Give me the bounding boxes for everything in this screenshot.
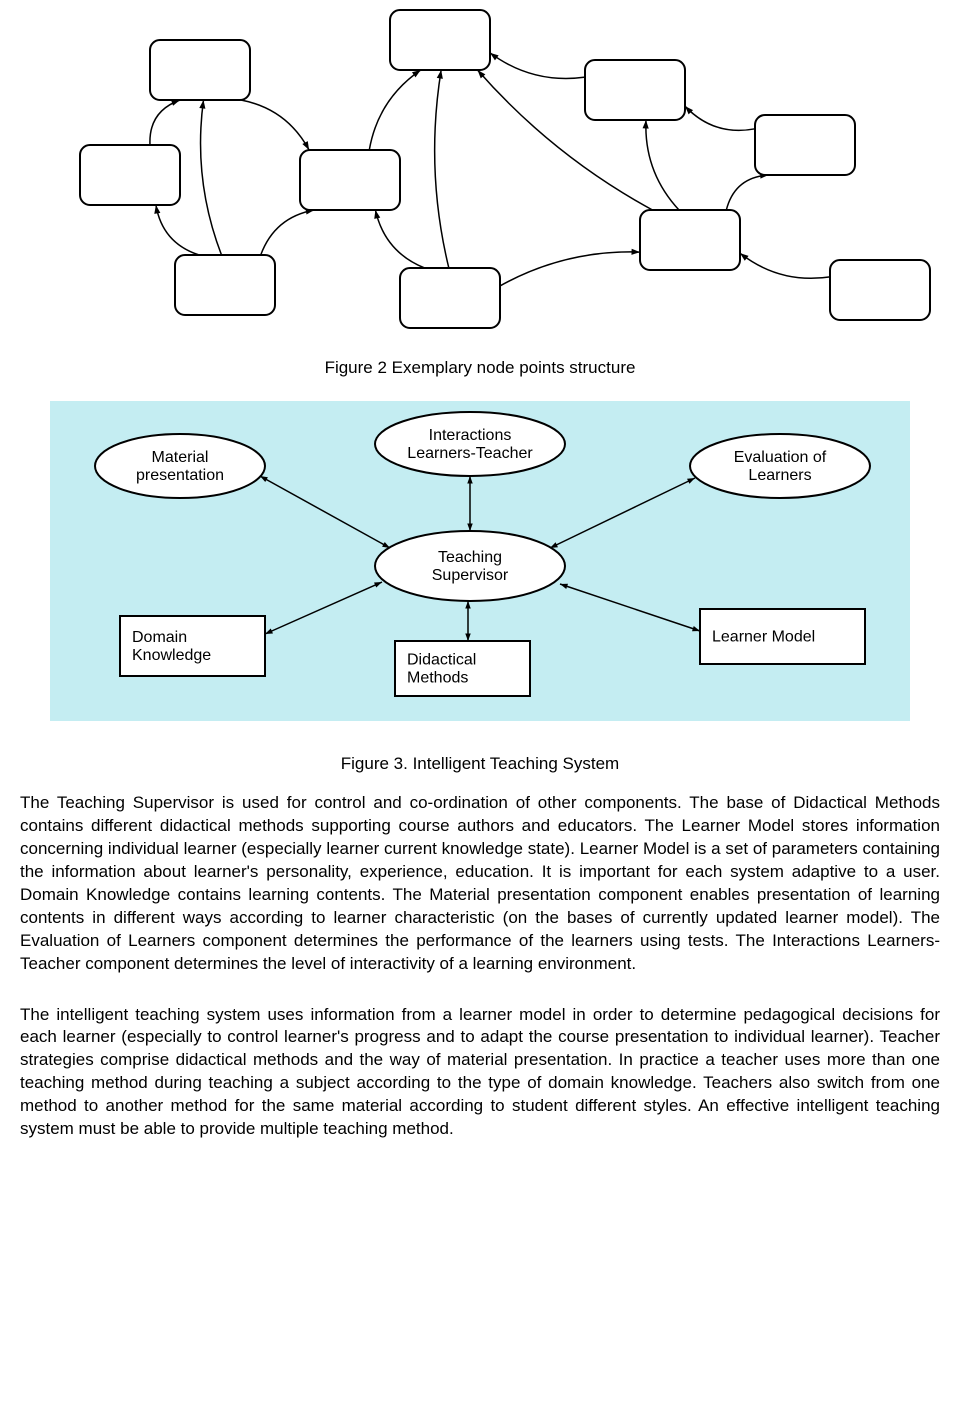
- svg-text:Evaluation of: Evaluation of: [734, 449, 827, 466]
- svg-text:Domain: Domain: [132, 629, 187, 646]
- figure3-diagram: MaterialpresentationInteractionsLearners…: [20, 396, 940, 736]
- figure2-diagram: [20, 0, 940, 340]
- svg-text:presentation: presentation: [136, 467, 224, 484]
- svg-text:Interactions: Interactions: [429, 427, 512, 444]
- svg-text:Learners-Teacher: Learners-Teacher: [407, 445, 533, 462]
- svg-text:Learner Model: Learner Model: [712, 629, 815, 646]
- svg-text:Methods: Methods: [407, 670, 468, 687]
- svg-text:Didactical: Didactical: [407, 652, 476, 669]
- figure3-caption: Figure 3. Intelligent Teaching System: [20, 754, 940, 774]
- body-paragraph-2: The intelligent teaching system uses inf…: [20, 1004, 940, 1142]
- svg-text:Learners: Learners: [748, 467, 811, 484]
- figure2-caption: Figure 2 Exemplary node points structure: [20, 358, 940, 378]
- svg-text:Material: Material: [152, 449, 209, 466]
- svg-text:Supervisor: Supervisor: [432, 567, 509, 584]
- svg-text:Knowledge: Knowledge: [132, 647, 211, 664]
- body-paragraph-1: The Teaching Supervisor is used for cont…: [20, 792, 940, 976]
- svg-text:Teaching: Teaching: [438, 549, 502, 566]
